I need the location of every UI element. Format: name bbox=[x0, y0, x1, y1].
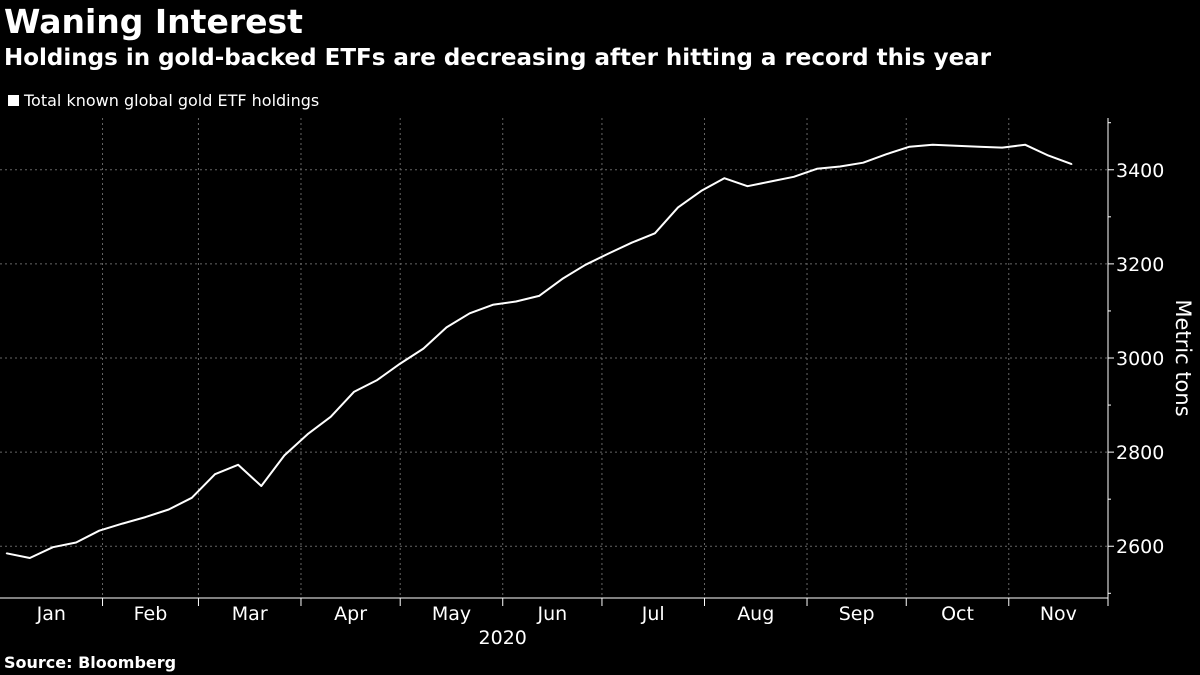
data-point bbox=[167, 508, 170, 511]
data-point bbox=[422, 347, 425, 350]
data-point bbox=[1024, 144, 1027, 146]
x-tick-label: May bbox=[432, 603, 471, 625]
data-point bbox=[399, 362, 402, 365]
x-tick-label: Oct bbox=[941, 603, 974, 625]
data-point bbox=[885, 153, 888, 155]
data-point bbox=[955, 145, 957, 147]
y-axis-title: Metric tons bbox=[1171, 299, 1195, 416]
data-point bbox=[144, 516, 147, 518]
y-tick-label: 3400 bbox=[1116, 160, 1164, 182]
data-point bbox=[607, 252, 610, 255]
chart-title: Waning Interest bbox=[4, 2, 303, 41]
data-point bbox=[931, 144, 934, 146]
legend: Total known global gold ETF holdings bbox=[8, 91, 319, 110]
data-point bbox=[214, 473, 216, 476]
data-point bbox=[793, 176, 795, 178]
data-point bbox=[468, 312, 471, 315]
data-point bbox=[191, 497, 193, 499]
data-point bbox=[29, 557, 31, 559]
data-point bbox=[816, 168, 818, 170]
y-tick-label: 2800 bbox=[1116, 442, 1164, 464]
data-point bbox=[1070, 163, 1073, 165]
data-point bbox=[329, 416, 332, 418]
x-tick-label: Jan bbox=[36, 603, 66, 625]
x-tick-label: Jun bbox=[537, 603, 568, 625]
data-point bbox=[538, 295, 540, 297]
data-point bbox=[376, 379, 378, 381]
data-point bbox=[1047, 154, 1050, 157]
x-tick-label: Jul bbox=[641, 603, 665, 625]
legend-swatch bbox=[8, 95, 19, 106]
x-tick-label: Apr bbox=[334, 603, 367, 625]
data-point bbox=[700, 190, 702, 192]
x-tick-label: Sep bbox=[839, 603, 875, 625]
data-point bbox=[306, 433, 309, 436]
data-point bbox=[515, 300, 517, 303]
y-tick-label: 3200 bbox=[1116, 254, 1164, 276]
x-tick-label: Nov bbox=[1040, 603, 1077, 625]
x-tick-label: Aug bbox=[737, 603, 774, 625]
data-point bbox=[584, 264, 587, 266]
data-point bbox=[978, 145, 980, 148]
data-point bbox=[677, 206, 679, 209]
data-point bbox=[237, 464, 239, 466]
data-point bbox=[121, 522, 124, 525]
x-tick-label: Mar bbox=[232, 603, 268, 625]
data-point bbox=[260, 485, 263, 487]
data-point bbox=[75, 541, 77, 544]
data-point bbox=[561, 278, 564, 280]
data-point bbox=[492, 304, 494, 306]
data-point bbox=[283, 454, 286, 457]
data-point bbox=[746, 185, 749, 187]
year-label: 2020 bbox=[479, 627, 527, 649]
data-point bbox=[630, 241, 633, 244]
legend-label: Total known global gold ETF holdings bbox=[24, 91, 320, 110]
data-point bbox=[353, 391, 355, 393]
data-point bbox=[908, 145, 911, 148]
y-tick-label: 3000 bbox=[1116, 348, 1164, 370]
y-tick-label: 2600 bbox=[1116, 536, 1164, 558]
data-point bbox=[5, 552, 8, 555]
data-point bbox=[52, 546, 54, 548]
data-point bbox=[98, 529, 100, 532]
chart-subtitle: Holdings in gold-backed ETFs are decreas… bbox=[4, 45, 992, 71]
data-point bbox=[654, 232, 656, 235]
data-point bbox=[723, 177, 726, 179]
series-line bbox=[6, 143, 1072, 559]
data-point bbox=[862, 161, 864, 164]
source-note: Source: Bloomberg bbox=[4, 653, 177, 672]
data-point bbox=[1001, 146, 1003, 149]
data-point bbox=[769, 180, 772, 183]
x-tick-label: Feb bbox=[134, 603, 168, 625]
data-point bbox=[445, 326, 448, 329]
data-point bbox=[839, 165, 841, 168]
